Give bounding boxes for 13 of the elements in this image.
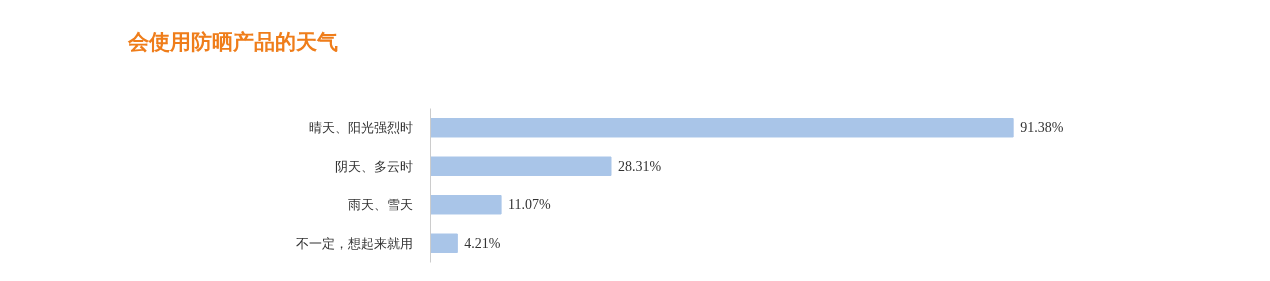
data-label: 91.38% <box>1020 120 1064 136</box>
data-label: 28.31% <box>618 158 662 174</box>
bar <box>430 233 458 253</box>
y-tick-label: 阴天、多云时 <box>334 158 413 174</box>
bar <box>430 156 612 176</box>
data-label: 11.07% <box>508 197 552 213</box>
y-tick-label: 雨天、雪天 <box>347 197 413 213</box>
y-tick-label: 不一定，想起来就用 <box>295 235 413 251</box>
text: 会使用防晒产品的天气 <box>128 29 338 56</box>
y-tick-label: 晴天、阳光强烈时 <box>308 120 413 136</box>
bar <box>430 118 1014 138</box>
bar <box>430 195 502 215</box>
data-label: 4.21% <box>464 235 501 251</box>
